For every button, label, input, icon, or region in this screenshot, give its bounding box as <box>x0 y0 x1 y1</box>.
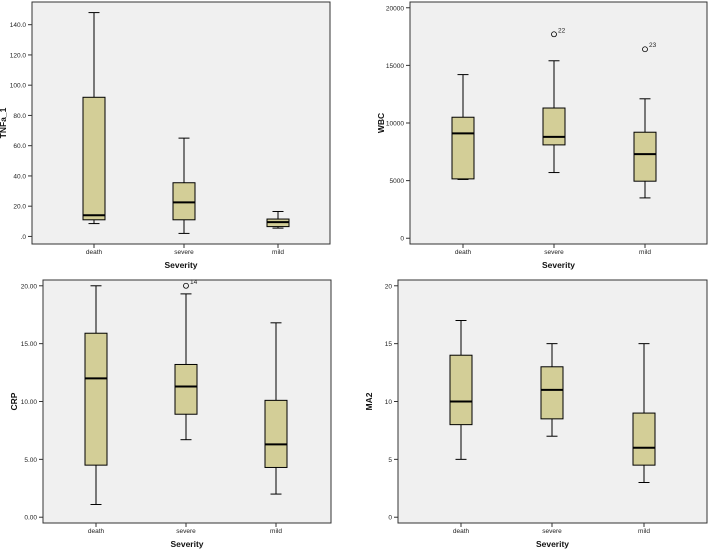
box-death <box>449 320 473 460</box>
y-axis-title: TNFa_1 <box>0 107 8 138</box>
chart-panel-crp: 0.00 5.00 10.00 15.00 20.00 death severe mild Se… <box>9 279 332 549</box>
y-tick-label: 20.0 <box>13 204 26 211</box>
y-tick-label: 15 <box>385 341 393 348</box>
outlier-point <box>183 282 189 289</box>
x-axis-title: Severity <box>536 539 569 549</box>
box-death <box>82 12 106 225</box>
y-tick-label: 10000 <box>386 121 404 128</box>
y-tick-label: 60.0 <box>13 143 26 150</box>
box-iqr <box>633 131 657 182</box>
y-tick-label: 20 <box>385 283 393 290</box>
outlier-point <box>551 31 557 38</box>
x-tick-label: severe <box>174 249 194 256</box>
box-iqr <box>540 366 564 420</box>
box-iqr <box>84 332 108 466</box>
y-tick-label: .0 <box>21 234 27 241</box>
y-tick-label: 20.00 <box>21 283 38 290</box>
y-tick-label: 100.0 <box>10 83 27 90</box>
y-tick-label: 5000 <box>390 178 405 185</box>
x-tick-label: mild <box>638 528 650 535</box>
box-iqr <box>264 399 288 468</box>
y-tick-label: 0.00 <box>24 515 37 522</box>
x-axis-title: Severity <box>164 260 197 270</box>
box-iqr <box>542 107 566 146</box>
chart-panel-tnfa_1: .0 20.0 40.0 60.0 80.0 100.0 120.0 140.0 death se… <box>0 1 331 270</box>
box-iqr <box>449 354 473 426</box>
box-mild <box>266 210 290 229</box>
y-tick-label: 40.0 <box>13 173 26 180</box>
outlier-point <box>642 46 648 53</box>
box-iqr <box>632 412 656 466</box>
box-mild <box>632 343 656 483</box>
y-tick-label: 140.0 <box>10 22 27 29</box>
box-mild <box>633 98 657 199</box>
x-tick-label: severe <box>544 249 564 256</box>
box-iqr <box>451 116 475 180</box>
box-iqr <box>172 182 196 221</box>
y-tick-label: 15000 <box>386 63 404 70</box>
x-tick-label: death <box>455 249 472 256</box>
y-tick-label: 10.00 <box>21 399 38 406</box>
y-tick-label: 20000 <box>386 5 404 12</box>
x-tick-label: death <box>453 528 470 535</box>
x-axis-title: Severity <box>170 539 203 549</box>
chart-panel-ma2: 0 5 10 15 20 death severe mild Severity MA2 <box>364 279 708 549</box>
y-tick-label: 5 <box>388 457 392 464</box>
box-death <box>84 285 108 505</box>
outlier-label: 23 <box>649 42 657 49</box>
box-severe <box>542 60 566 174</box>
x-tick-label: severe <box>542 528 562 535</box>
box-iqr <box>82 96 106 221</box>
outlier-label: 22 <box>558 27 566 34</box>
outlier-label: 14 <box>190 279 198 286</box>
y-tick-label: 10 <box>385 399 393 406</box>
box-death <box>451 74 475 180</box>
box-severe <box>540 343 564 437</box>
x-tick-label: death <box>86 249 103 256</box>
y-axis-title: MA2 <box>364 392 374 410</box>
y-axis-title: CRP <box>9 392 19 410</box>
y-tick-label: 120.0 <box>10 52 27 59</box>
x-tick-label: mild <box>270 528 282 535</box>
x-tick-label: severe <box>176 528 196 535</box>
x-axis-title: Severity <box>542 260 575 270</box>
y-axis-title: WBC <box>376 113 386 133</box>
y-tick-label: 0 <box>388 515 392 522</box>
x-tick-label: mild <box>639 249 651 256</box>
box-severe <box>174 293 198 441</box>
y-tick-label: 80.0 <box>13 113 26 120</box>
box-severe <box>172 137 196 234</box>
box-iqr <box>174 363 198 415</box>
y-tick-label: 0 <box>400 236 404 243</box>
box-mild <box>264 322 288 495</box>
x-tick-label: death <box>88 528 105 535</box>
x-tick-label: mild <box>272 249 284 256</box>
y-tick-label: 5.00 <box>24 457 37 464</box>
y-tick-label: 15.00 <box>21 341 38 348</box>
chart-panel-wbc: 0 5000 10000 15000 20000 death severe mild Sever… <box>376 1 708 270</box>
